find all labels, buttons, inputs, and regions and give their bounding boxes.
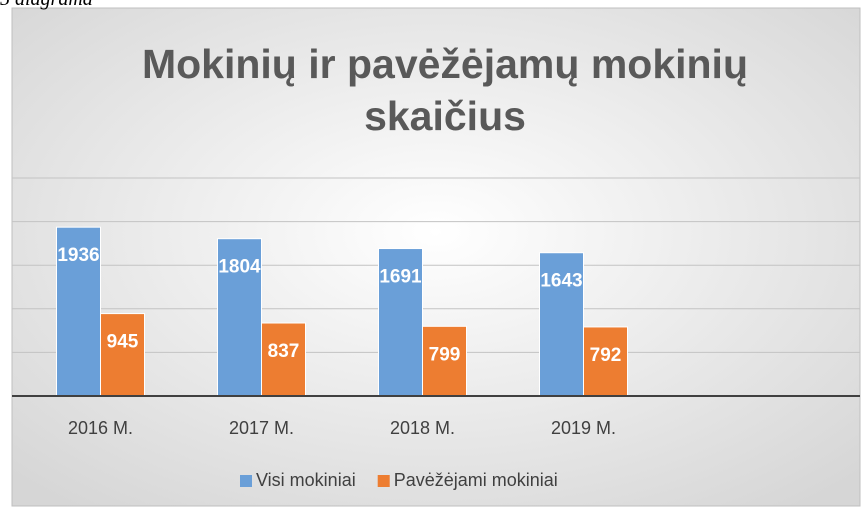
x-tick-label: 2018 M. bbox=[390, 418, 455, 438]
data-label: 1643 bbox=[540, 271, 582, 292]
legend-label: Pavėžėjami mokiniai bbox=[394, 470, 558, 490]
data-label: 945 bbox=[107, 332, 139, 353]
legend-swatch bbox=[377, 475, 390, 487]
bar bbox=[422, 325, 467, 397]
bar bbox=[56, 226, 101, 397]
bar bbox=[100, 313, 145, 397]
chart-title: Mokinių ir pavėžėjamų mokinių skaičius bbox=[141, 41, 748, 139]
data-label: 837 bbox=[268, 341, 300, 362]
data-label: 792 bbox=[590, 345, 622, 366]
data-label: 799 bbox=[429, 344, 461, 365]
chart-background bbox=[11, 7, 861, 507]
x-tick-label: 2016 M. bbox=[68, 418, 133, 438]
bar bbox=[378, 248, 423, 397]
data-label: 1804 bbox=[218, 257, 261, 278]
x-tick-label: 2017 M. bbox=[229, 418, 294, 438]
bar bbox=[583, 326, 628, 397]
data-label: 1691 bbox=[379, 267, 422, 288]
caption: 5 diagrama bbox=[0, 0, 93, 11]
legend-label: Visi mokiniai bbox=[256, 470, 356, 490]
x-tick-label: 2019 M. bbox=[551, 418, 616, 438]
bar bbox=[261, 322, 306, 397]
legend-swatch bbox=[240, 475, 252, 487]
data-label: 1936 bbox=[57, 245, 99, 266]
